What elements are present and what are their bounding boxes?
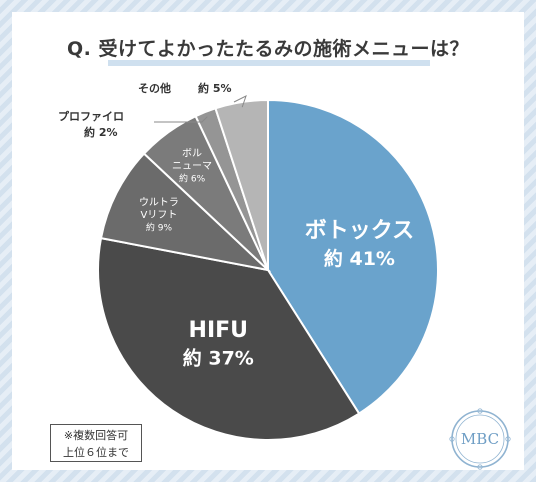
pie-slice-other xyxy=(214,98,269,271)
slice-label-other-name: その他 xyxy=(138,81,171,95)
pie-slice-hifu xyxy=(97,236,361,442)
slice-label-ultra-name: Vリフト xyxy=(141,210,178,221)
slice-label-volnewmer-name: ボル xyxy=(182,147,202,159)
slice-label-other-pct: 約 5% xyxy=(198,81,232,95)
leader-line-profhilo xyxy=(154,116,208,123)
slice-label-botox-pct: 約 41% xyxy=(324,247,395,270)
mbc-logo: MBC xyxy=(449,408,511,470)
chart-card: Q. 受けてよかったたるみの施術メニューは？ ボトックス約 41% HIFU 約 3… xyxy=(12,12,524,470)
slice-label-ultra-pct: 約 9% xyxy=(146,221,173,233)
note-line-1: ※複数回答可 xyxy=(63,429,129,442)
slice-label-profhilo-name: プロファイロ xyxy=(58,109,124,123)
note-box: ※複数回答可 上位６位まで xyxy=(50,424,142,462)
pie-slice-ultra xyxy=(99,152,272,272)
chart-title: Q. 受けてよかったたるみの施術メニューは？ xyxy=(67,38,469,60)
logo-text: MBC xyxy=(461,430,499,448)
slice-label-profhilo-pct: 約 2% xyxy=(84,125,118,139)
note-line-2: 上位６位まで xyxy=(63,446,129,459)
title-underline xyxy=(108,60,430,66)
slice-label-botox-name: ボトックス xyxy=(305,218,414,243)
leader-line-other xyxy=(233,95,247,108)
slice-label-volnewmer-name: ニューマ xyxy=(172,161,212,172)
slice-label-hifu-pct: 約 37% xyxy=(183,347,254,370)
slice-label-volnewmer-pct: 約 6% xyxy=(179,172,206,184)
slice-label-ultra-name: ウルトラ xyxy=(139,196,179,208)
slice-label-hifu-name: HIFU xyxy=(189,318,249,343)
